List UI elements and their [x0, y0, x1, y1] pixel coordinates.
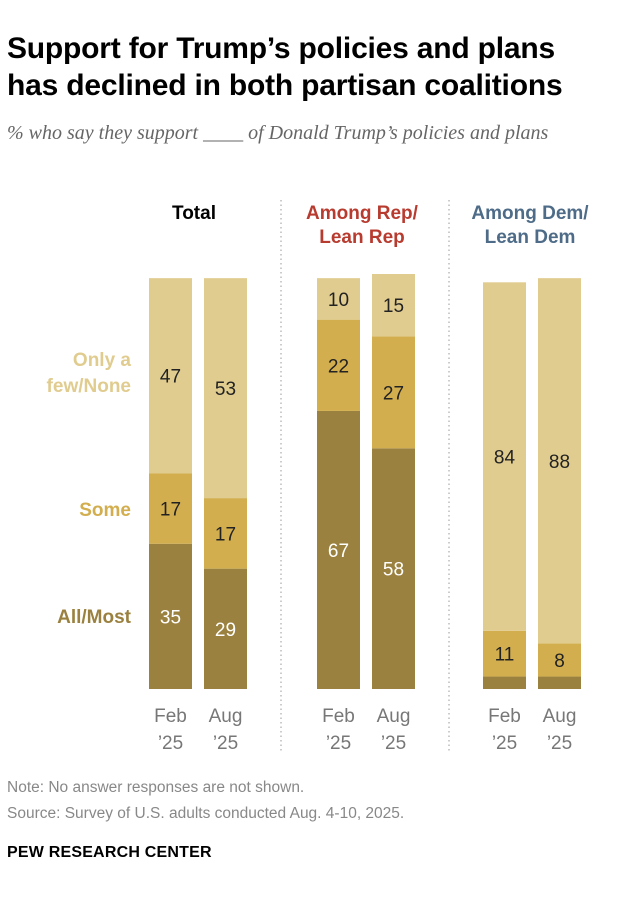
bar-segment: [204, 568, 247, 689]
brand-logo-text: PEW RESEARCH CENTER: [7, 844, 212, 861]
x-tick-label: Aug ’25: [543, 706, 577, 754]
x-tick-label: Feb ’25: [488, 706, 521, 754]
x-tick-label: Feb ’25: [154, 706, 187, 754]
data-label: 27: [383, 383, 404, 404]
data-label: 11: [495, 645, 515, 666]
bar-segment: [317, 278, 360, 320]
group-label-2: Among Dem/Lean Dem: [471, 203, 589, 248]
data-label: 15: [383, 296, 404, 317]
bar-segment: [538, 676, 581, 689]
data-label: 10: [328, 290, 349, 311]
bar-segment: [483, 676, 526, 689]
segment-legend-label: Only a few/None: [47, 350, 132, 397]
segment-legend-label: All/Most: [57, 607, 132, 628]
data-label: 8: [554, 651, 565, 672]
bar-segment: [204, 498, 247, 569]
data-label: 22: [328, 356, 349, 377]
data-label: 17: [160, 499, 181, 520]
chart-title: Support for Trump’s policies and plans h…: [7, 32, 563, 102]
x-tick-label: Aug ’25: [377, 706, 411, 754]
bar-segment: [204, 278, 247, 499]
group-label-0: Total: [172, 203, 216, 224]
group-label-1: Among Rep/Lean Rep: [306, 203, 419, 248]
bar-segment: [483, 282, 526, 631]
bar-segment: [372, 274, 415, 337]
source-note: Source: Survey of U.S. adults conducted …: [7, 805, 405, 822]
bar-segment: [372, 448, 415, 689]
bar-segment: [317, 319, 360, 411]
x-tick-label: Feb ’25: [322, 706, 355, 754]
data-label: 29: [215, 620, 236, 641]
data-label: 84: [494, 448, 516, 469]
data-label: 47: [160, 367, 181, 388]
chart-subtitle: % who say they support ____ of Donald Tr…: [7, 122, 549, 144]
data-label: 53: [215, 379, 236, 400]
bar-segment: [149, 278, 192, 474]
data-label: 88: [549, 452, 570, 473]
bar-segment: [149, 543, 192, 689]
data-label: 35: [160, 607, 181, 628]
data-label: 67: [328, 541, 349, 562]
bar-segment: [538, 278, 581, 644]
bar-segment: [372, 336, 415, 449]
x-tick-label: Aug ’25: [209, 706, 243, 754]
bar-segment: [538, 643, 581, 677]
bar-segment: [317, 410, 360, 689]
segment-legend-label: Some: [79, 500, 131, 521]
bar-segment: [149, 473, 192, 544]
footnote: Note: No answer responses are not shown.: [7, 779, 305, 796]
data-label: 17: [215, 524, 236, 545]
bar-segment: [483, 630, 526, 677]
data-label: 58: [383, 560, 404, 581]
